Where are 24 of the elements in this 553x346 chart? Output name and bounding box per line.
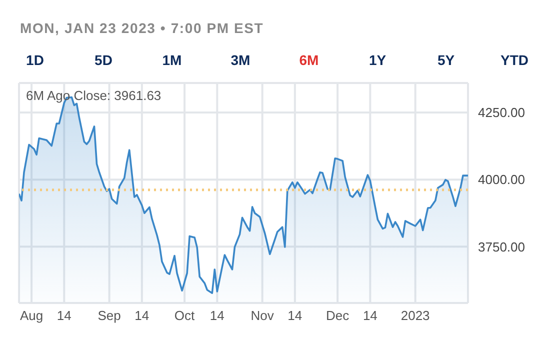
y-tick-label: 4000.00 <box>478 172 525 188</box>
x-tick-label: 14 <box>56 308 72 324</box>
x-tick-label: Oct <box>174 308 196 324</box>
x-tick-label: Aug <box>20 308 44 324</box>
annotation: 6M Ago Close: 3961.63 <box>26 88 162 103</box>
text: 5D <box>94 52 114 68</box>
text: 3M <box>230 52 252 68</box>
x-tick-label: Nov <box>250 308 274 324</box>
x-tick-label: Dec <box>326 308 350 324</box>
x-tick-label: 14 <box>134 308 150 324</box>
text: 6M <box>298 52 320 68</box>
text: YTD <box>500 52 530 68</box>
text: 1Y <box>368 52 388 68</box>
x-tick-label: 14 <box>362 308 378 324</box>
text: 1D <box>25 52 45 68</box>
x-tick-label: 14 <box>288 308 302 324</box>
y-tick-label: 4250.00 <box>478 105 525 120</box>
x-tick-label: 2023 <box>400 308 430 324</box>
text: 1M <box>161 52 183 68</box>
chart-title: MON, JAN 23 2023 • 7:00 PM EST <box>20 20 264 36</box>
x-tick-label: 14 <box>210 308 224 324</box>
text: 5Y <box>436 52 456 68</box>
y-tick-label: 3750.00 <box>478 239 525 254</box>
x-tick-label: Sep <box>98 308 121 324</box>
